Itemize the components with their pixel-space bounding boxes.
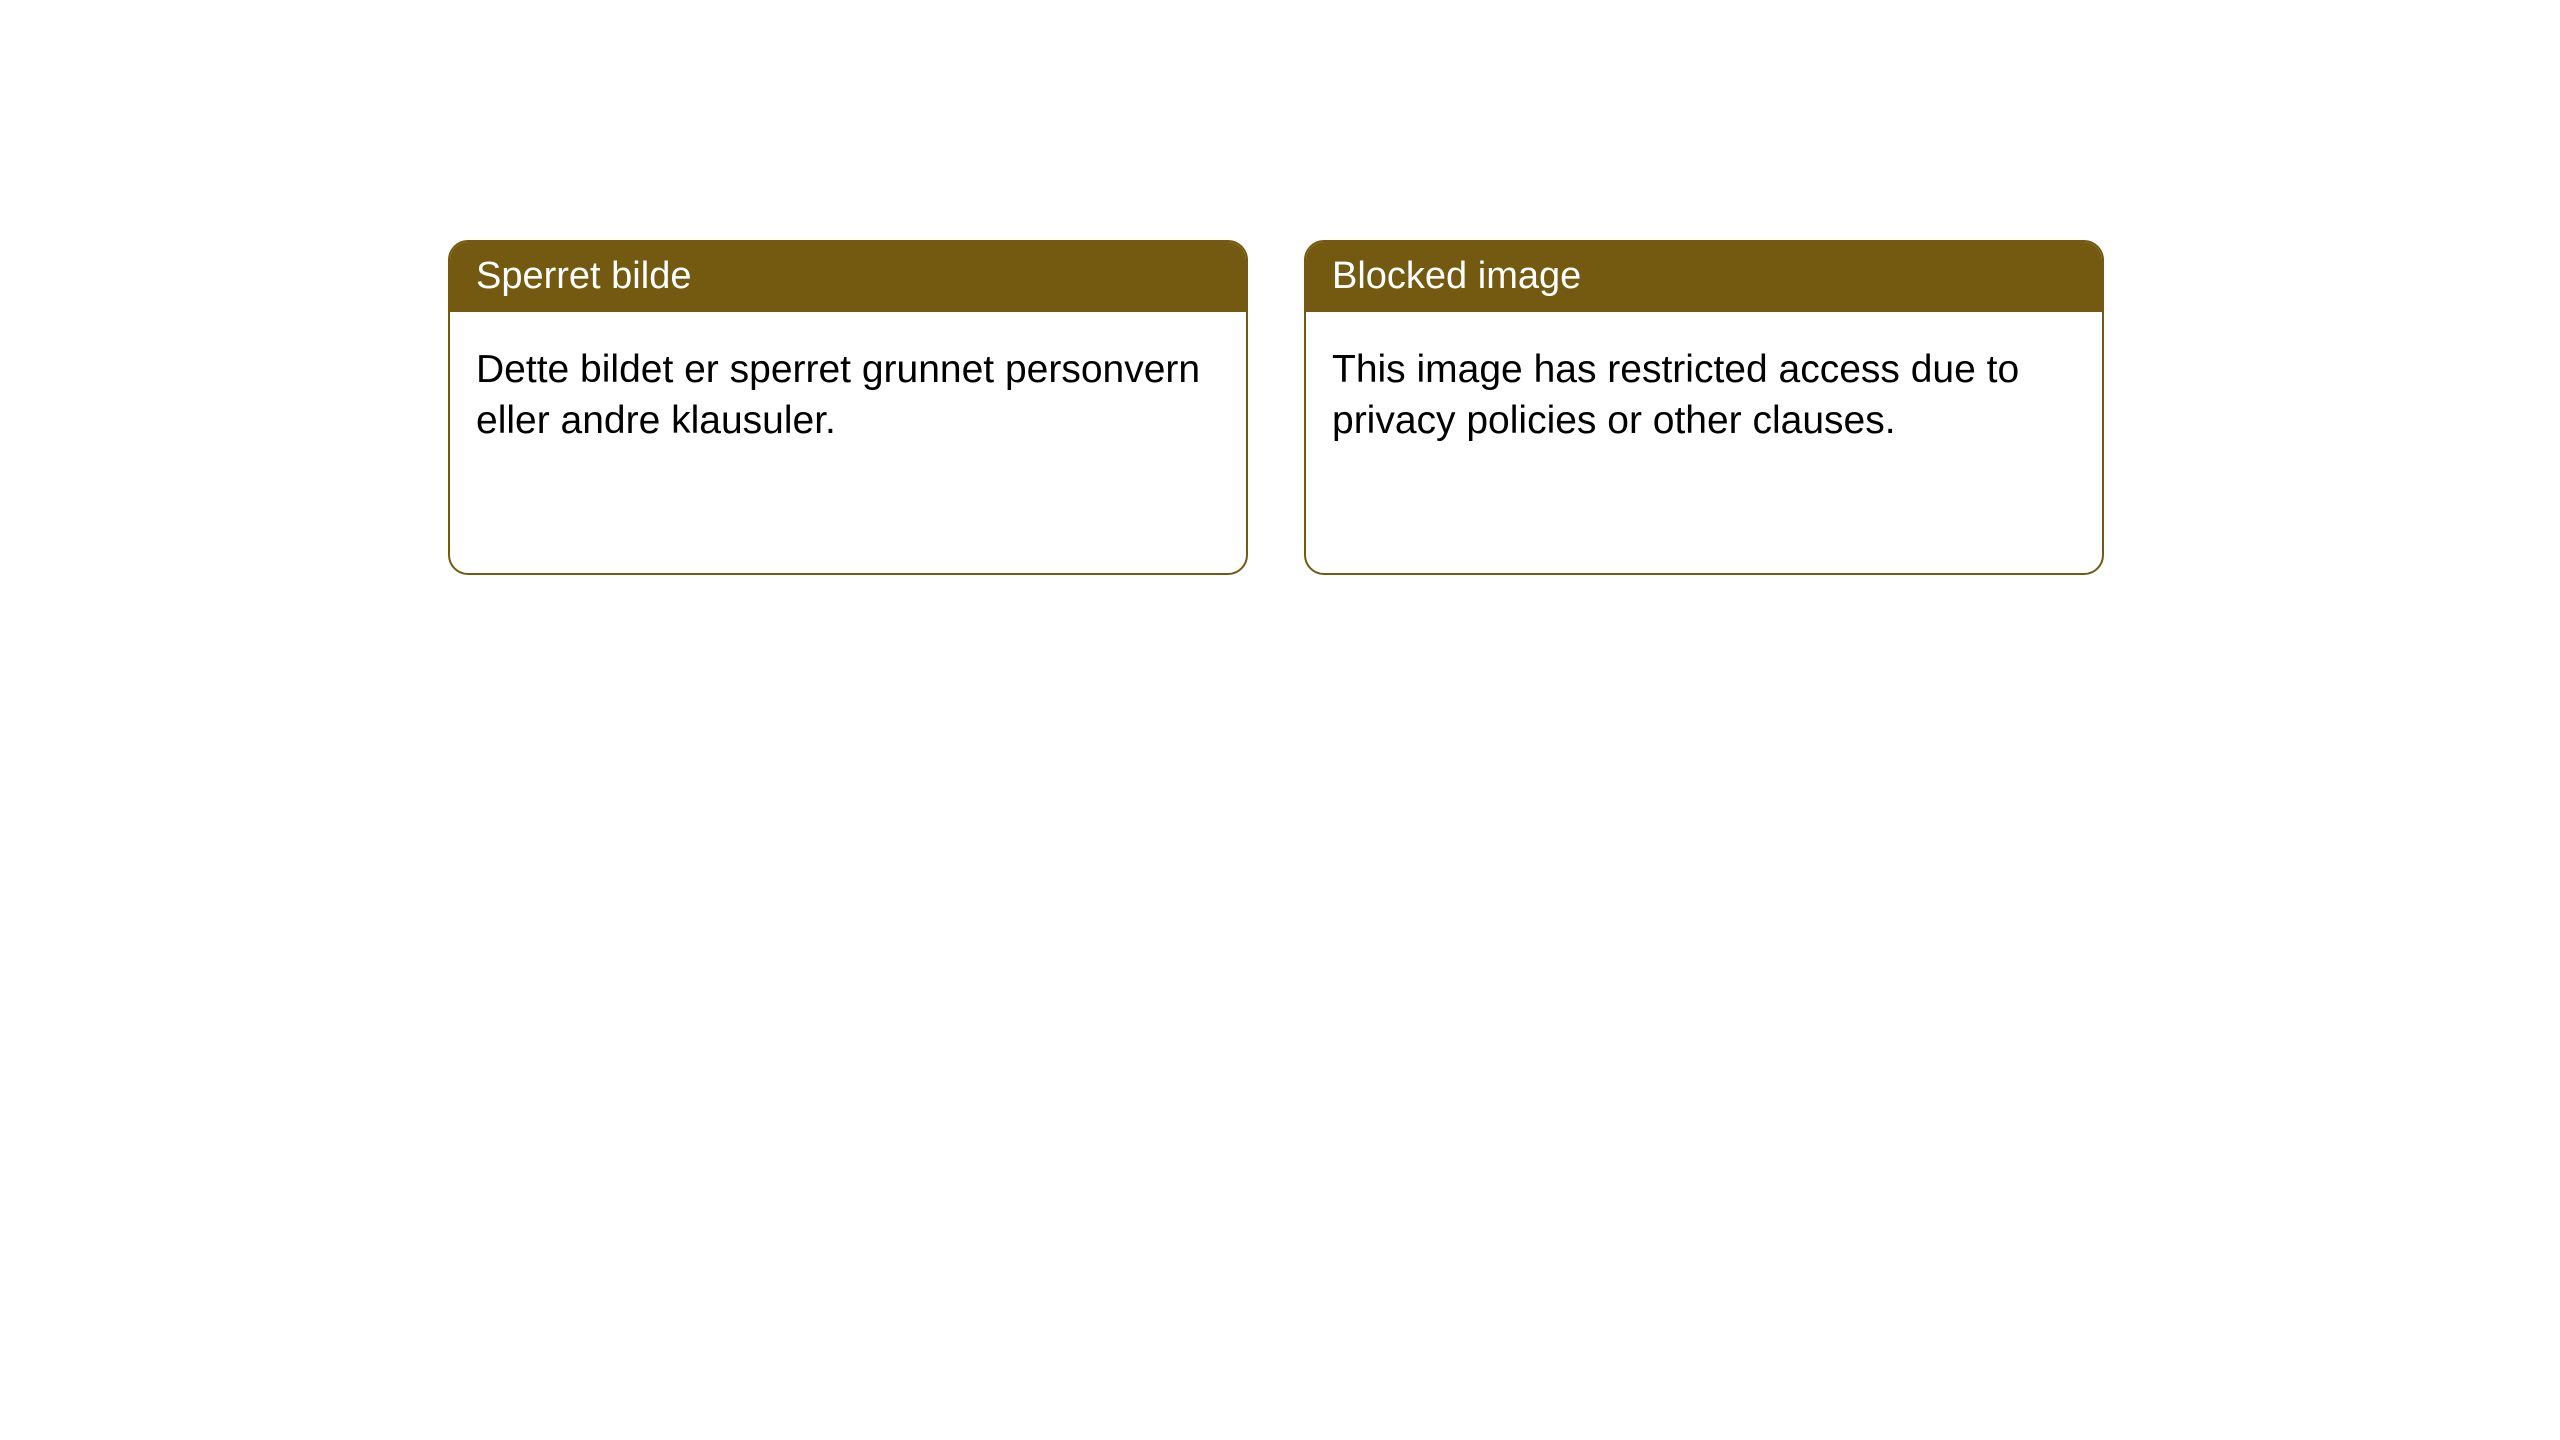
blocked-image-card-norwegian: Sperret bilde Dette bildet er sperret gr… (448, 240, 1248, 575)
notice-container: Sperret bilde Dette bildet er sperret gr… (0, 0, 2560, 575)
card-body-text: Dette bildet er sperret grunnet personve… (476, 348, 1200, 442)
card-body-text: This image has restricted access due to … (1332, 348, 2019, 442)
card-header: Sperret bilde (450, 242, 1246, 312)
card-title: Blocked image (1332, 255, 1581, 297)
card-header: Blocked image (1306, 242, 2102, 312)
card-body: This image has restricted access due to … (1306, 312, 2102, 473)
blocked-image-card-english: Blocked image This image has restricted … (1304, 240, 2104, 575)
card-body: Dette bildet er sperret grunnet personve… (450, 312, 1246, 473)
card-title: Sperret bilde (476, 255, 691, 297)
